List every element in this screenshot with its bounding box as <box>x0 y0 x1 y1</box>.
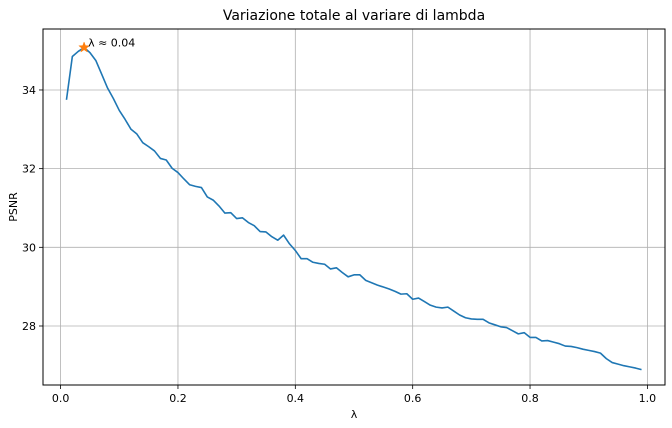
y-axis-ticks: 28 30 32 34 <box>22 84 43 333</box>
x-tick-label: 0.8 <box>521 392 539 405</box>
series-group <box>65 46 642 371</box>
annotation-group: λ ≈ 0.04 <box>78 36 135 53</box>
grid <box>43 29 665 385</box>
chart-title: Variazione totale al variare di lambda <box>223 8 485 24</box>
y-axis-label: PSNR <box>7 192 20 222</box>
plot-frame <box>42 28 666 386</box>
annotation-label: λ ≈ 0.04 <box>88 36 135 49</box>
y-tick-label: 30 <box>22 241 36 254</box>
y-tick-label: 32 <box>22 163 36 176</box>
y-tick-label: 28 <box>22 320 36 333</box>
x-axis-label: λ <box>351 408 358 421</box>
x-tick-label: 0.2 <box>169 392 187 405</box>
x-tick-label: 0.4 <box>287 392 305 405</box>
series-line <box>65 46 642 371</box>
annotation-star-marker <box>78 41 90 53</box>
x-tick-label: 1.0 <box>639 392 657 405</box>
y-tick-label: 34 <box>22 84 36 97</box>
x-tick-label: 0.0 <box>52 392 70 405</box>
x-axis-ticks: 0.0 0.2 0.4 0.6 0.8 1.0 <box>52 385 656 405</box>
x-tick-label: 0.6 <box>404 392 422 405</box>
